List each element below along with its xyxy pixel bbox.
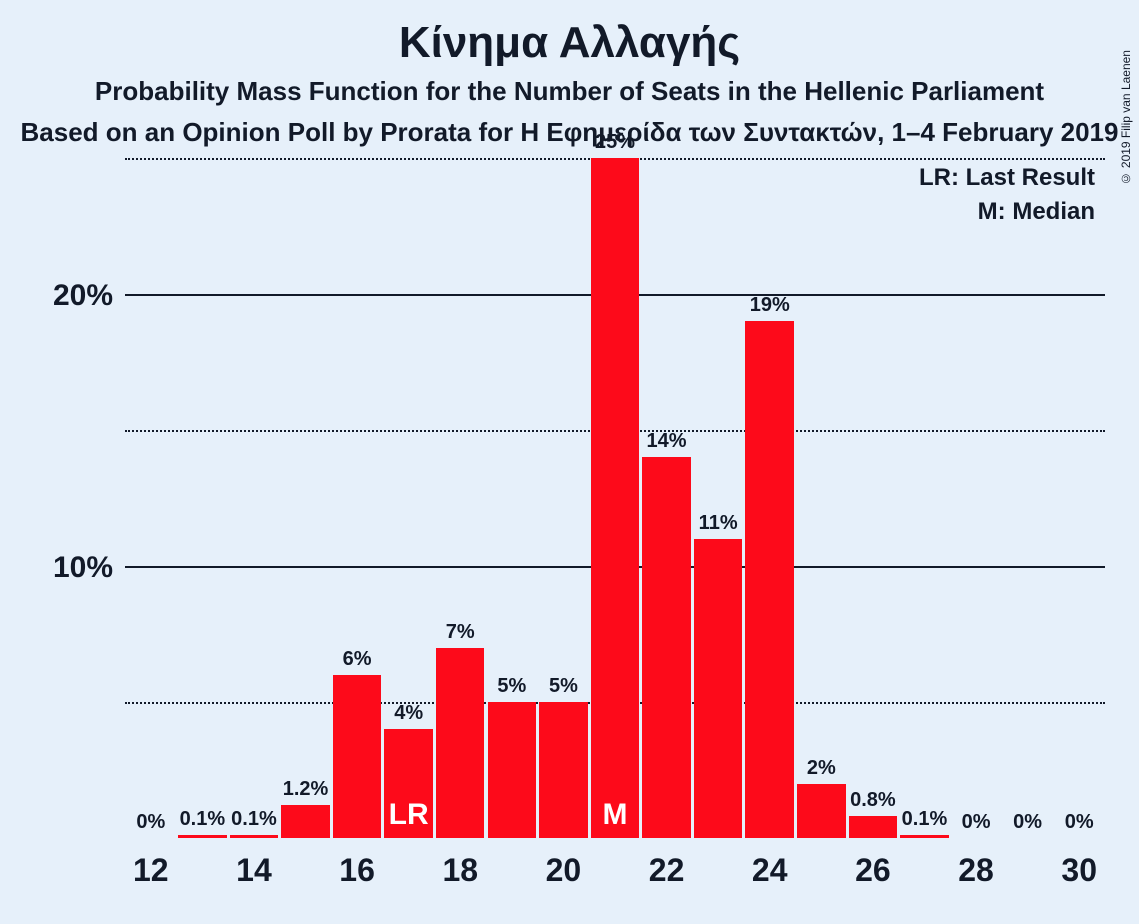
bar-value-label: 0% — [1065, 811, 1094, 838]
x-axis-label: 24 — [744, 852, 796, 889]
x-axis-label — [177, 852, 229, 889]
bar-slot: 2% — [796, 158, 848, 838]
bar-value-label: 0.8% — [850, 789, 896, 816]
chart-title: Κίνημα Αλλαγής — [0, 0, 1139, 68]
bar: 5% — [539, 702, 587, 838]
x-axis-label: 26 — [847, 852, 899, 889]
bar-slot: 11% — [692, 158, 744, 838]
x-axis-label — [589, 852, 641, 889]
x-axis: 12 14 16 18 20 22 24 26 28 30 — [125, 838, 1105, 889]
chart-container: Κίνημα Αλλαγής Probability Mass Function… — [0, 0, 1139, 924]
bar-slot: 14% — [641, 158, 693, 838]
bars-group: 0%0.1%0.1%1.2%6%4%LR7%5%5%25%M14%11%19%2… — [125, 158, 1105, 838]
x-axis-label: 14 — [228, 852, 280, 889]
bar: 1.2% — [281, 805, 329, 838]
x-axis-label: 28 — [950, 852, 1002, 889]
bar-slot: 25%M — [589, 158, 641, 838]
bar-value-label: 19% — [750, 294, 790, 321]
bar-marker: M — [602, 798, 627, 832]
bar-value-label: 0% — [962, 811, 991, 838]
copyright-text: © 2019 Filip van Laenen — [1119, 50, 1133, 185]
bar: 4%LR — [384, 729, 432, 838]
x-axis-label: 22 — [641, 852, 693, 889]
y-axis-label: 20% — [53, 279, 125, 313]
bar-slot: 7% — [434, 158, 486, 838]
x-axis-label — [692, 852, 744, 889]
x-axis-label — [796, 852, 848, 889]
bar-slot: 5% — [538, 158, 590, 838]
bar-slot: 0% — [1002, 158, 1054, 838]
chart-subtitle-1: Probability Mass Function for the Number… — [0, 76, 1139, 107]
bar-value-label: 5% — [549, 675, 578, 702]
bar-slot: 0.8% — [847, 158, 899, 838]
bar: 5% — [488, 702, 536, 838]
x-axis-label — [486, 852, 538, 889]
bar-value-label: 11% — [699, 512, 738, 539]
bar: 11% — [694, 539, 742, 838]
bar-slot: 0.1% — [177, 158, 229, 838]
bar: 7% — [436, 648, 484, 838]
bar-slot: 0% — [950, 158, 1002, 838]
bar-slot: 4% LR — [383, 158, 435, 838]
x-axis-label: 30 — [1053, 852, 1105, 889]
bar: 14% — [642, 457, 690, 838]
bar: 6% — [333, 675, 381, 838]
bar-value-label: 6% — [343, 648, 372, 675]
bar-value-label: 0.1% — [231, 808, 277, 835]
bar: 25%M — [591, 158, 639, 838]
x-axis-label — [280, 852, 332, 889]
bar-value-label: 4% — [394, 702, 423, 729]
bar-value-label: 0% — [1013, 811, 1042, 838]
bar-slot: 1.2% — [280, 158, 332, 838]
chart-subtitle-2: Based on an Opinion Poll by Prorata for … — [0, 117, 1139, 148]
bar-value-label: 25% — [595, 131, 635, 158]
x-axis-label — [899, 852, 951, 889]
y-axis-label: 10% — [53, 551, 125, 585]
x-axis-label: 12 — [125, 852, 177, 889]
bar-value-label: 5% — [497, 675, 526, 702]
chart-plot-area: LR: Last Result M: Median 10%20% 0%0.1%0… — [125, 158, 1105, 838]
bar-slot: 19% — [744, 158, 796, 838]
x-axis-label: 20 — [538, 852, 590, 889]
bar-value-label: 0.1% — [180, 808, 226, 835]
x-axis-label: 16 — [331, 852, 383, 889]
bar-value-label: 1.2% — [283, 778, 329, 805]
bar-value-label: 14% — [647, 430, 687, 457]
bar-slot: 6% — [331, 158, 383, 838]
x-axis-label: 18 — [434, 852, 486, 889]
bar-slot: 0% — [1053, 158, 1105, 838]
bar-value-label: 7% — [446, 621, 475, 648]
bar-marker: LR — [389, 798, 429, 832]
bar-value-label: 0% — [136, 811, 165, 838]
bar-slot: 0.1% — [228, 158, 280, 838]
x-axis-label — [1002, 852, 1054, 889]
bar-value-label: 0.1% — [902, 808, 948, 835]
bar: 19% — [745, 321, 793, 838]
bar: 2% — [797, 784, 845, 838]
bar-slot: 0.1% — [899, 158, 951, 838]
bar: 0.8% — [849, 816, 897, 838]
bar-value-label: 2% — [807, 757, 836, 784]
bar-slot: 5% — [486, 158, 538, 838]
x-axis-label — [383, 852, 435, 889]
bar-slot: 0% — [125, 158, 177, 838]
